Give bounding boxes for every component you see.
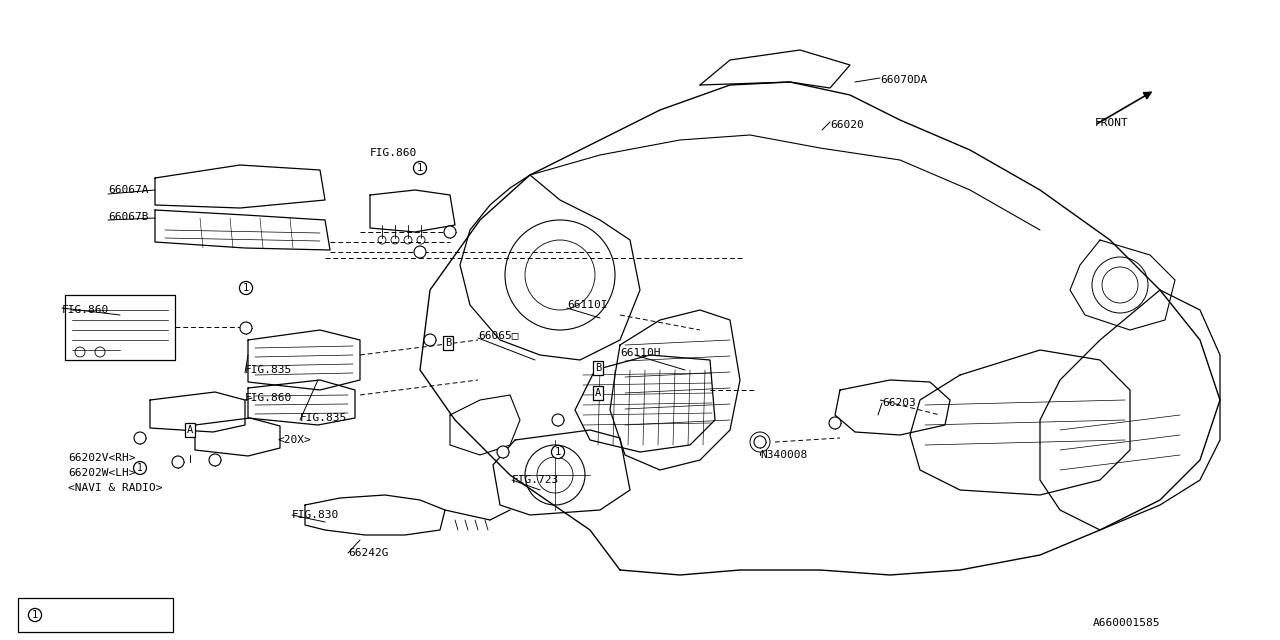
Text: 66203: 66203 [882, 398, 915, 408]
Text: A: A [595, 388, 602, 398]
Text: 1: 1 [417, 163, 424, 173]
Text: B: B [595, 363, 602, 373]
Text: <20X>: <20X> [278, 435, 312, 445]
Circle shape [754, 436, 765, 448]
Circle shape [241, 322, 252, 334]
Text: A660001585: A660001585 [1093, 618, 1160, 628]
Circle shape [497, 446, 509, 458]
Text: 66202W<LH>: 66202W<LH> [68, 468, 136, 478]
Circle shape [209, 454, 221, 466]
Circle shape [134, 432, 146, 444]
Text: FIG.723: FIG.723 [512, 475, 559, 485]
Text: FIG.860: FIG.860 [370, 148, 417, 158]
Text: FIG.860: FIG.860 [244, 393, 292, 403]
Text: FIG.835: FIG.835 [300, 413, 347, 423]
Circle shape [413, 246, 426, 258]
Circle shape [172, 456, 184, 468]
Text: 66110I: 66110I [567, 300, 608, 310]
Text: A: A [187, 425, 193, 435]
Text: 66065□: 66065□ [477, 330, 518, 340]
Bar [18, 598, 173, 632]
Text: 66202V<RH>: 66202V<RH> [68, 453, 136, 463]
Text: 66110H: 66110H [620, 348, 660, 358]
Text: FRONT: FRONT [1094, 118, 1129, 128]
Text: 1: 1 [137, 463, 143, 473]
Text: FIG.835: FIG.835 [244, 365, 292, 375]
Circle shape [829, 417, 841, 429]
Text: 1: 1 [243, 283, 250, 293]
Circle shape [552, 414, 564, 426]
Text: 66020: 66020 [829, 120, 864, 130]
Text: 1: 1 [32, 610, 38, 620]
Text: 66067A: 66067A [108, 185, 148, 195]
Text: FIG.830: FIG.830 [292, 510, 339, 520]
Text: Q500013: Q500013 [58, 610, 105, 620]
Text: 66067B: 66067B [108, 212, 148, 222]
Text: 66242G: 66242G [348, 548, 389, 558]
Text: 1: 1 [554, 447, 561, 457]
Text: N340008: N340008 [760, 450, 808, 460]
Text: FIG.860: FIG.860 [61, 305, 109, 315]
Text: 66070DA: 66070DA [881, 75, 927, 85]
Circle shape [444, 226, 456, 238]
Text: B: B [445, 338, 451, 348]
Text: <NAVI & RADIO>: <NAVI & RADIO> [68, 483, 163, 493]
Circle shape [424, 334, 436, 346]
